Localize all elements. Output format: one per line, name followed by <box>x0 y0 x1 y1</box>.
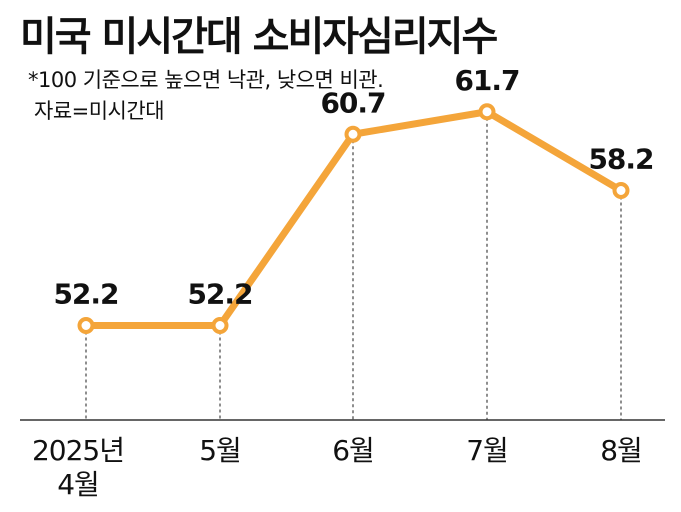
data-label-2: 60.7 <box>320 86 385 119</box>
data-label-4: 58.2 <box>588 143 653 176</box>
x-tick-label-2: 6월 <box>332 434 374 467</box>
data-label-3: 61.7 <box>454 64 519 97</box>
x-tick-label-1: 5월 <box>199 434 241 467</box>
data-point-1 <box>211 317 229 334</box>
data-label-0: 52.2 <box>53 278 118 311</box>
chart-note: *100 기준으로 높으면 낙관, 낮으면 비관. <box>28 68 384 92</box>
x-tick-label-4: 8월 <box>600 434 642 467</box>
data-point-3 <box>478 103 496 121</box>
data-point-4 <box>612 182 630 199</box>
chart-title: 미국 미시간대 소비자심리지수 <box>20 14 498 60</box>
x-tick-label-3: 7월 <box>466 434 508 467</box>
data-label-1: 52.2 <box>187 278 252 311</box>
chart-source: 자료=미시간대 <box>34 99 165 123</box>
data-point-2 <box>344 125 362 143</box>
x-tick-label-0: 2025년 4월 <box>32 434 124 501</box>
data-point-0 <box>77 317 95 334</box>
